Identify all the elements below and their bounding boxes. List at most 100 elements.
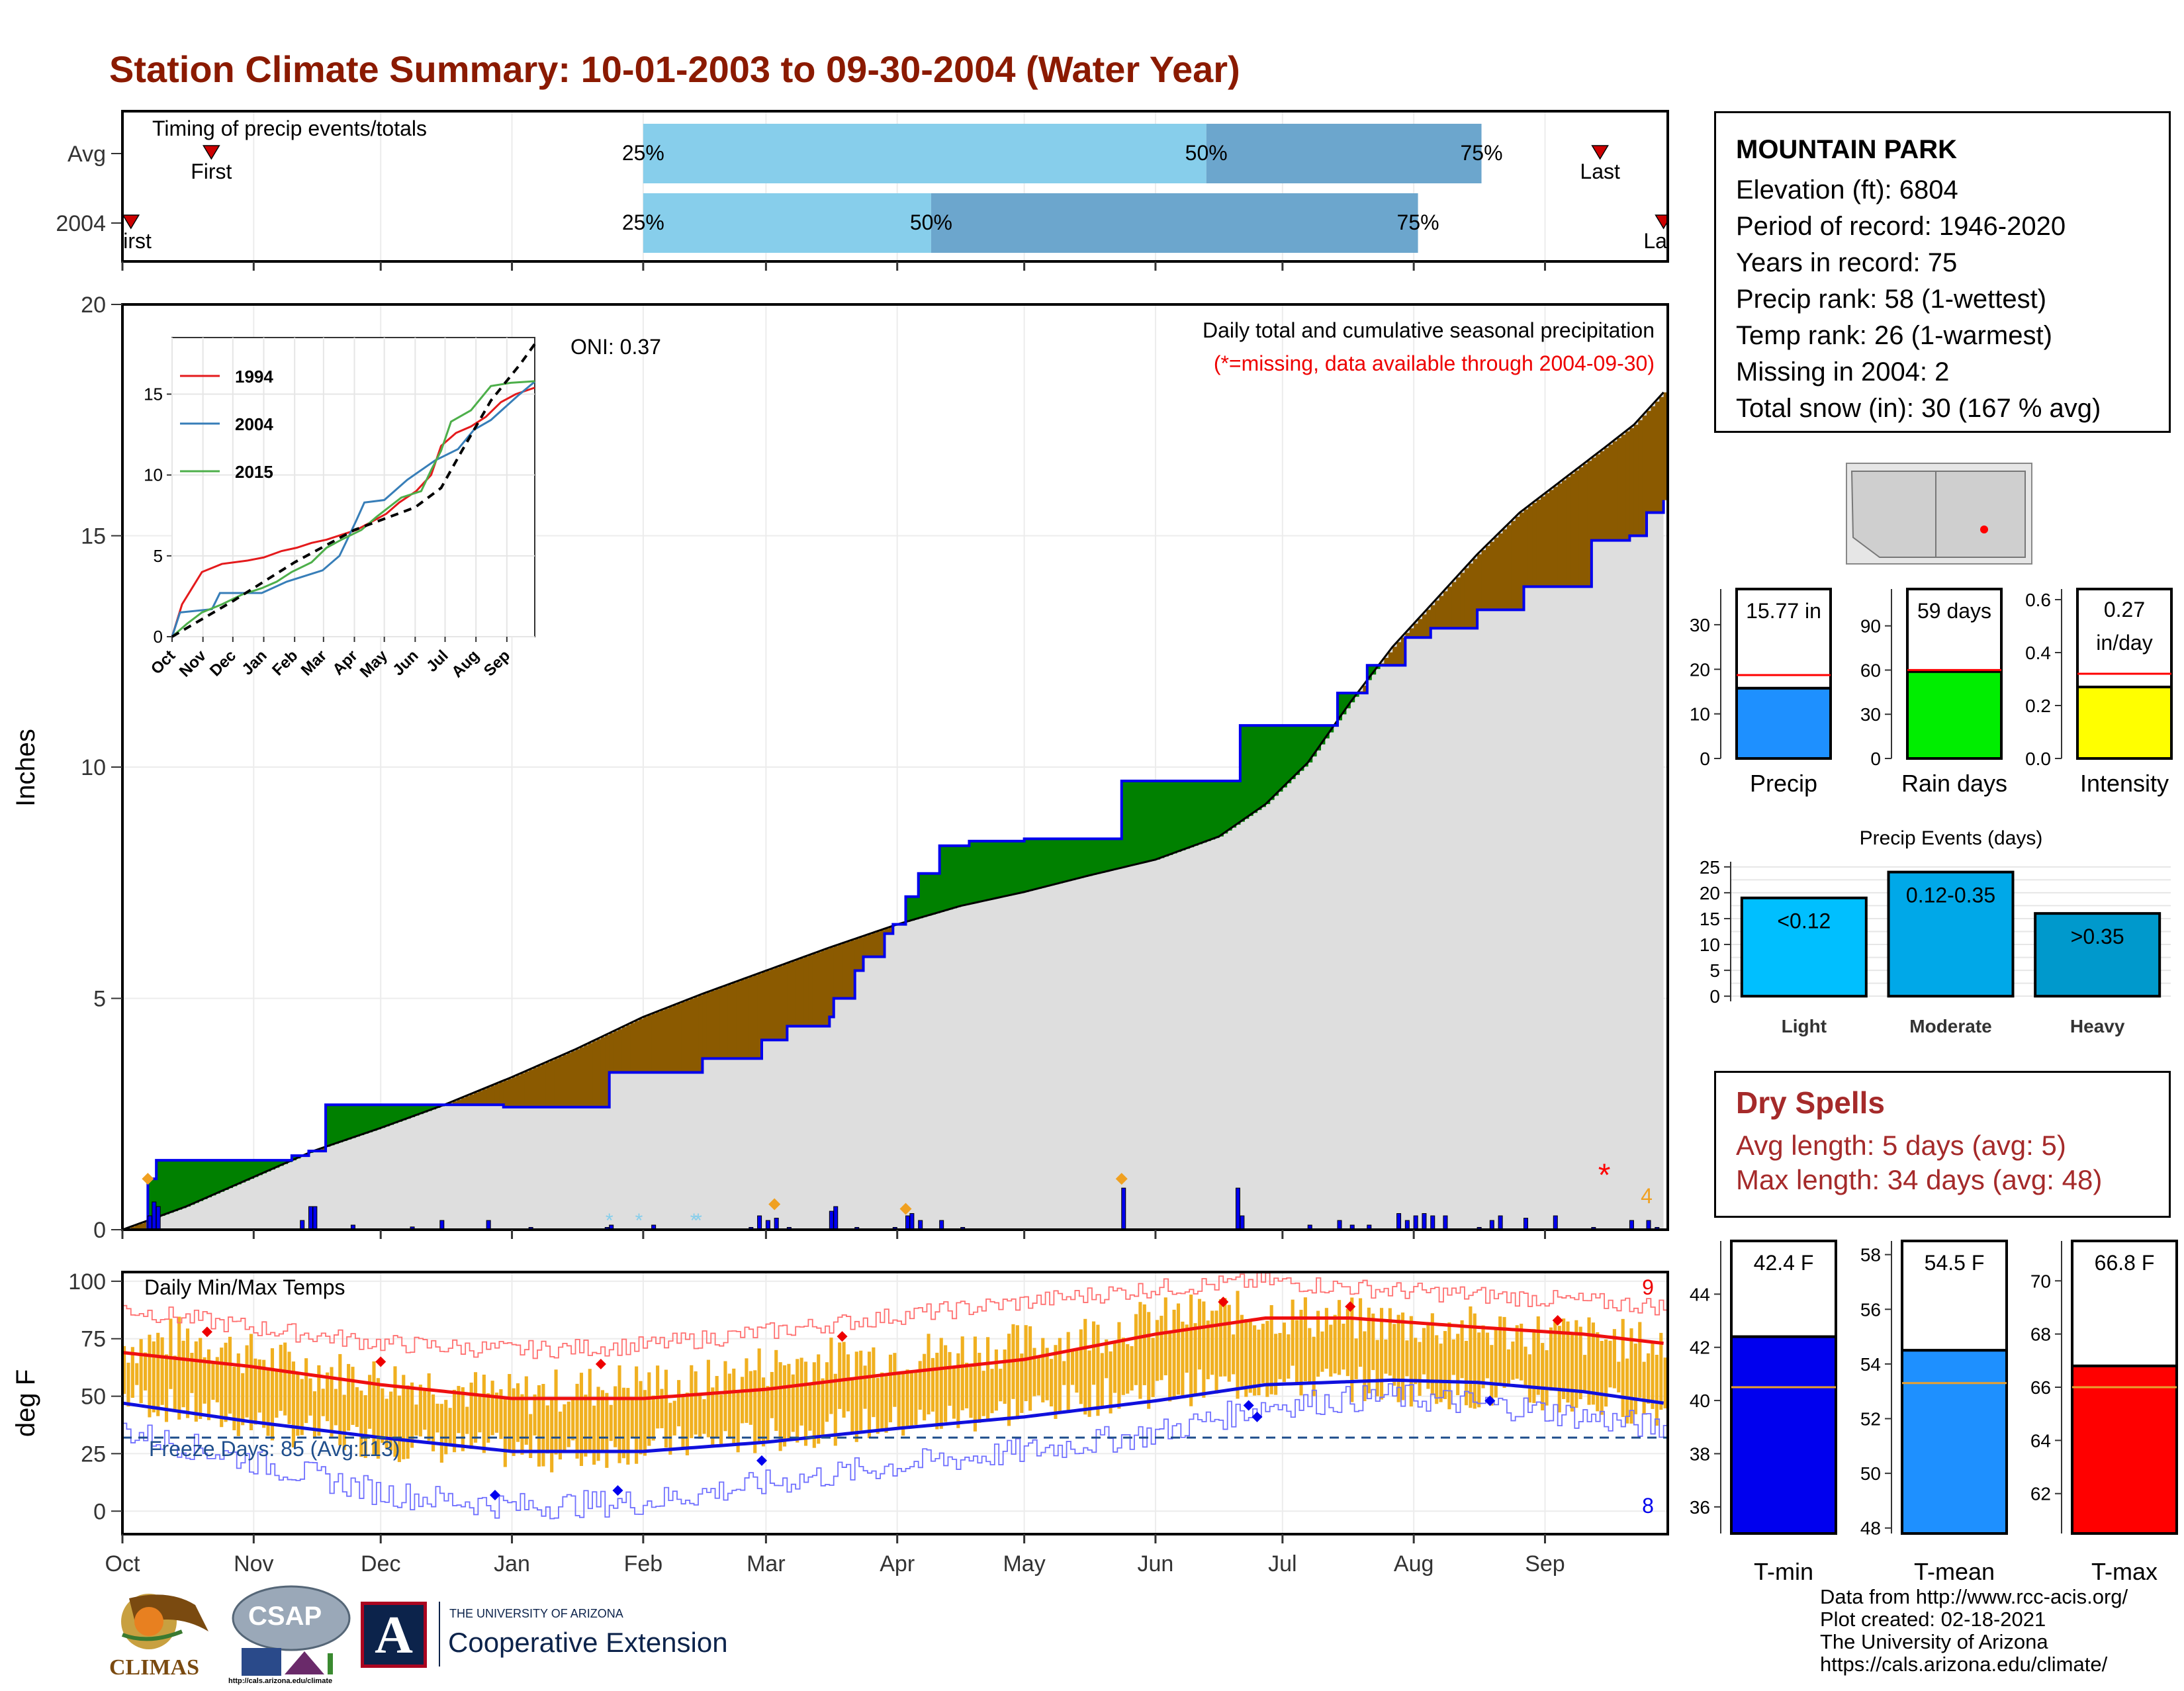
daily-temp-bar — [757, 1348, 761, 1443]
daily-temp-bar — [1439, 1344, 1443, 1402]
daily-temp-bar — [220, 1348, 224, 1428]
month-label: Oct — [105, 1551, 140, 1577]
departure-fill — [1604, 447, 1610, 541]
y-tick-label: 68 — [2030, 1324, 2051, 1345]
departure-fill — [935, 873, 940, 913]
daily-temp-bar — [854, 1351, 858, 1442]
daily-temp-bar — [1663, 1357, 1667, 1409]
departure-fill — [1282, 725, 1287, 788]
departure-fill — [1121, 780, 1126, 868]
inset-y-tick-label: 5 — [154, 546, 163, 566]
daily-temp-bar — [203, 1357, 206, 1404]
daily-temp-bar — [876, 1377, 880, 1434]
intensity-x-label: Intensity — [2080, 770, 2169, 797]
departure-fill — [766, 970, 771, 1040]
departure-fill — [796, 960, 801, 1027]
departure-fill — [1045, 839, 1050, 887]
departure-fill — [685, 1000, 690, 1073]
departure-fill — [854, 938, 860, 971]
record-high-marker — [375, 1356, 387, 1367]
daily-temp-bar — [986, 1337, 990, 1420]
timing-pct-label: 50% — [910, 210, 952, 234]
departure-fill — [1591, 457, 1596, 541]
departure-fill — [160, 1160, 165, 1216]
departure-fill — [1388, 652, 1393, 666]
daily-temp-bar — [1181, 1321, 1185, 1398]
daily-temp-bar — [905, 1369, 909, 1429]
departure-fill — [770, 969, 775, 1040]
departure-fill — [1494, 537, 1499, 610]
y-tick-label: 48 — [1860, 1518, 1881, 1539]
credit-url: https://cals.arizona.edu/climate/ — [1820, 1653, 2108, 1676]
departure-fill — [715, 989, 720, 1059]
departure-fill — [846, 941, 851, 999]
daily-temp-bar — [1075, 1348, 1079, 1393]
daily-temp-bar — [685, 1393, 689, 1455]
daily-temp-bar — [867, 1351, 872, 1438]
daily-temp-bar — [1218, 1299, 1223, 1377]
daily-temp-bar — [1456, 1334, 1460, 1395]
daily-temp-bar — [1375, 1340, 1379, 1396]
daily-temp-bar — [668, 1402, 672, 1455]
daily-precip-bar — [1422, 1213, 1427, 1230]
daily-temp-bar — [241, 1373, 245, 1426]
daily-temp-bar — [1223, 1298, 1227, 1377]
daily-temp-bar — [567, 1401, 570, 1447]
daily-precip-bar — [1396, 1213, 1402, 1230]
departure-fill — [482, 1089, 487, 1105]
daily-precip-bar — [312, 1206, 318, 1230]
precip-event-bar-label: 0.12-0.35 — [1906, 884, 1995, 907]
departure-fill — [135, 1225, 140, 1230]
daily-temp-bar — [1583, 1355, 1587, 1391]
departure-fill — [262, 1160, 267, 1173]
y-tick-label: 25 — [1700, 857, 1720, 878]
departure-fill — [342, 1105, 347, 1141]
ua-cooperative-extension-logo: A THE UNIVERSITY OF ARIZONA Cooperative … — [361, 1602, 745, 1674]
daily-temp-bar — [1210, 1310, 1214, 1375]
last-marker-icon — [1591, 145, 1609, 160]
daily-temp-bar — [1134, 1314, 1138, 1385]
intensity-value-label: 0.27 — [2104, 598, 2145, 621]
daily-temp-bar — [956, 1353, 960, 1428]
daily-temp-bar — [1163, 1297, 1167, 1375]
departure-fill — [757, 974, 762, 1059]
departure-fill — [1583, 464, 1588, 587]
departure-fill — [592, 1041, 598, 1107]
daily-precip-bar — [1430, 1215, 1435, 1230]
daily-temp-bar — [1574, 1320, 1578, 1408]
departure-fill — [677, 1003, 682, 1073]
y-tick-label: 44 — [1690, 1284, 1710, 1304]
temps-y-tick-label: 100 — [68, 1269, 106, 1295]
daily-temp-bar — [1409, 1316, 1413, 1407]
departure-fill — [1524, 509, 1529, 587]
daily-temp-bar — [1172, 1309, 1176, 1397]
departure-fill — [177, 1160, 183, 1210]
departure-fill — [139, 1223, 144, 1230]
daily-temp-bar — [981, 1371, 985, 1416]
departure-fill — [1003, 841, 1008, 897]
precip-y-axis-label: Inches — [11, 729, 40, 807]
daily-temp-bar — [1202, 1301, 1206, 1398]
daily-temp-bar — [439, 1404, 443, 1463]
daily-temp-bar — [486, 1393, 490, 1443]
daily-precip-bar — [774, 1218, 779, 1230]
precip-y-tick-label: 20 — [81, 293, 106, 318]
timing-pct-label: 75% — [1460, 141, 1502, 165]
departure-fill — [859, 937, 864, 971]
daily-temp-bar — [1329, 1324, 1333, 1377]
daily-temp-bar — [872, 1347, 876, 1418]
daily-temp-bar — [1168, 1330, 1172, 1402]
rain_days-bar — [1906, 670, 2003, 760]
daily-temp-bar — [300, 1379, 304, 1436]
departure-fill — [1062, 839, 1068, 883]
daily-temp-bar — [579, 1373, 584, 1466]
precip-event-category: Heavy — [2070, 1016, 2125, 1036]
ua-small-text: THE UNIVERSITY OF ARIZONA — [449, 1607, 623, 1620]
departure-fill — [1155, 780, 1160, 860]
departure-fill — [1320, 725, 1326, 745]
departure-fill — [791, 961, 796, 1027]
inset-frame — [171, 337, 535, 637]
y-tick-label: 52 — [1860, 1409, 1881, 1430]
departure-fill — [402, 1105, 407, 1120]
credits: Data from http://www.rcc-acis.org/ Plot … — [1820, 1586, 2128, 1676]
